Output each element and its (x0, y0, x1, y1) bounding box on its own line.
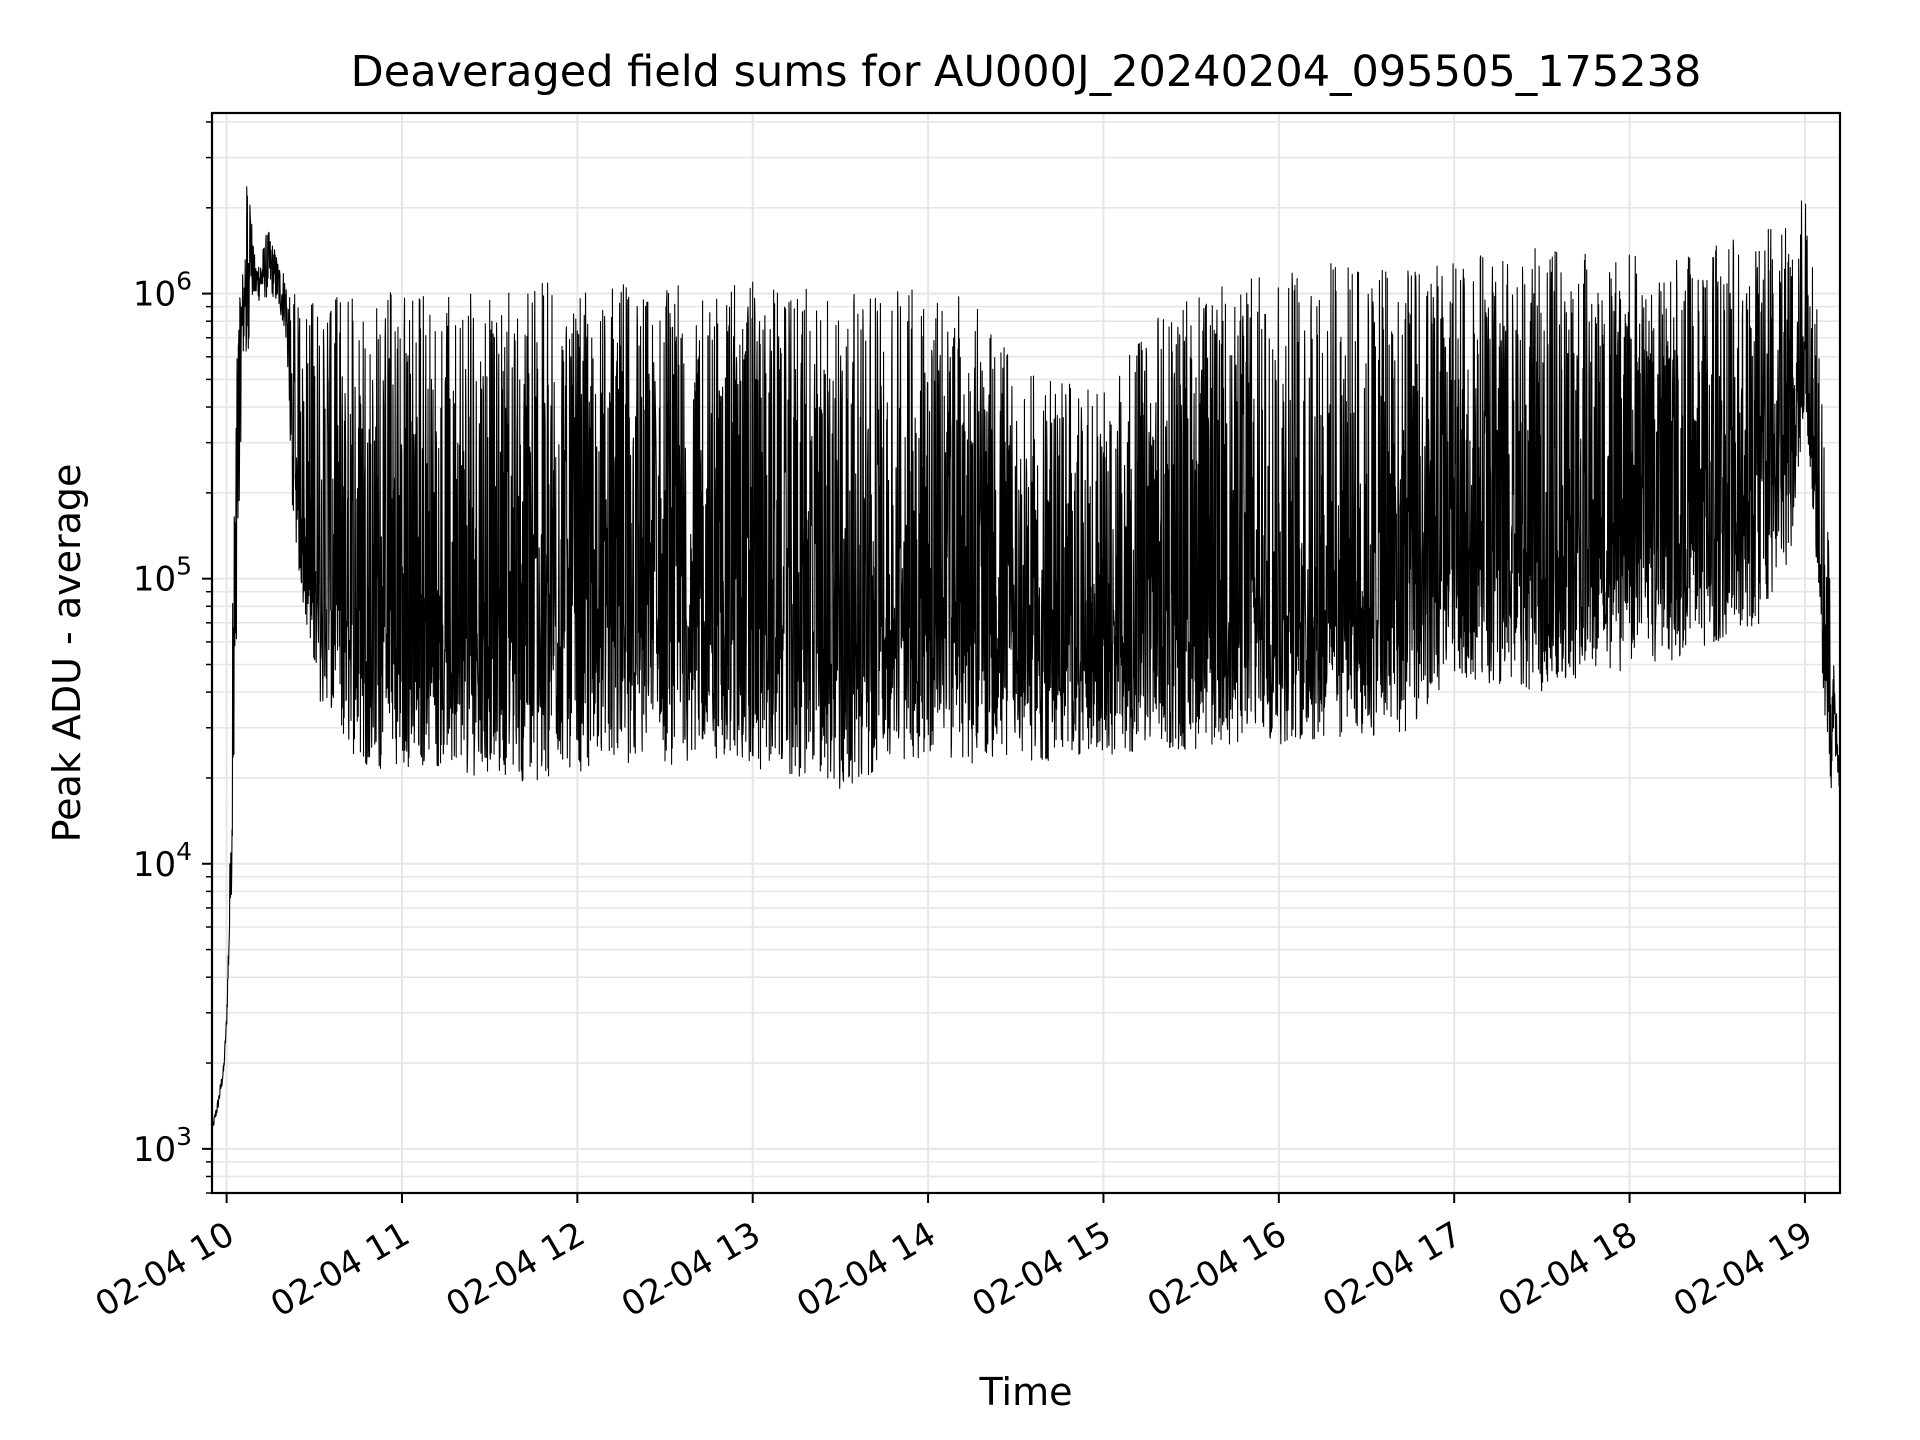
x-axis-label: Time (979, 1370, 1073, 1414)
y-tick-label: 104 (133, 837, 192, 885)
y-tick-label: 103 (133, 1122, 192, 1170)
plot-area-frame (210, 111, 1842, 1195)
chart-title: Deaveraged field sums for AU000J_2024020… (351, 47, 1702, 97)
y-axis-label: Peak ADU - average (45, 464, 89, 843)
y-tick-label: 106 (133, 267, 192, 315)
series-line (211, 186, 1841, 1131)
y-tick-label: 105 (133, 552, 192, 600)
series-layer (211, 186, 1841, 1131)
y-axis: 103 104 105 106 (133, 121, 212, 1194)
